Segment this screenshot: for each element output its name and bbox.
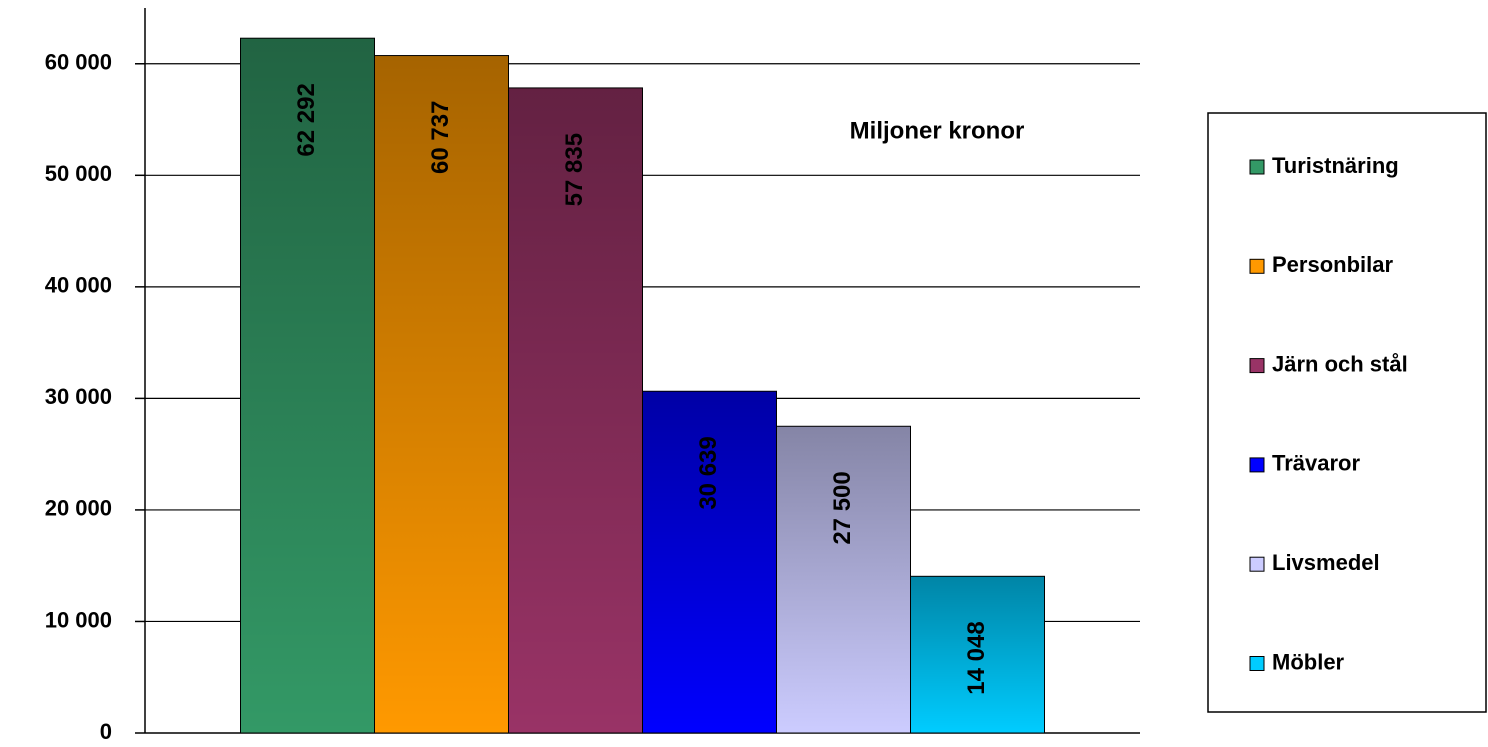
- legend-label: Personbilar: [1272, 252, 1393, 277]
- y-tick-label: 10 000: [45, 607, 112, 632]
- legend-label: Järn och stål: [1272, 351, 1408, 376]
- y-tick-label: 60 000: [45, 50, 112, 75]
- data-label: 60 737: [427, 101, 454, 174]
- y-tick-label: 20 000: [45, 496, 112, 521]
- legend-swatch: [1249, 358, 1265, 374]
- legend-label: Turistnäring: [1272, 153, 1399, 178]
- data-label: 27 500: [829, 471, 856, 544]
- y-tick-label: 0: [100, 719, 112, 744]
- y-tick-label: 30 000: [45, 384, 112, 409]
- legend-label: Möbler: [1272, 649, 1345, 674]
- legend-label: Trävaror: [1272, 451, 1360, 476]
- legend-label: Livsmedel: [1272, 550, 1380, 575]
- annotation: Miljoner kronor: [850, 117, 1025, 144]
- data-label: 30 639: [695, 436, 722, 509]
- legend-swatch: [1249, 556, 1265, 572]
- data-label: 57 835: [561, 133, 588, 206]
- data-label: 14 048: [963, 621, 990, 694]
- y-tick-label: 50 000: [45, 161, 112, 186]
- legend-box: [1207, 112, 1487, 713]
- y-tick-label: 40 000: [45, 273, 112, 298]
- legend-swatch: [1249, 258, 1265, 274]
- data-label: 62 292: [293, 83, 320, 156]
- legend-swatch: [1249, 457, 1265, 473]
- legend-swatch: [1249, 159, 1265, 175]
- legend-swatch: [1249, 656, 1265, 671]
